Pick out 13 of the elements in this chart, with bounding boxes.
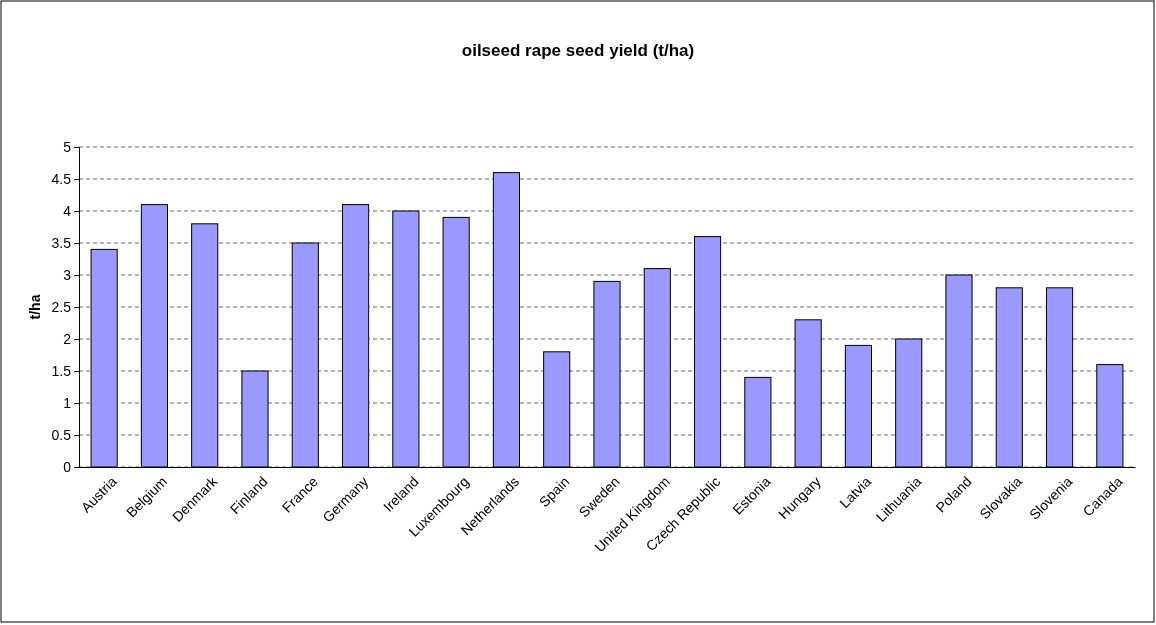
y-tick-label: 1: [63, 394, 72, 411]
y-tick-label: 0: [63, 458, 72, 475]
chart-title: oilseed rape seed yield (t/ha): [461, 41, 695, 60]
y-tick-label: 1.5: [51, 362, 72, 379]
y-axis-title: t/ha: [27, 294, 43, 320]
y-tick-label: 5: [63, 138, 72, 155]
y-tick-label: 2.5: [51, 298, 72, 315]
y-tick-label: 3: [63, 266, 72, 283]
y-tick-label: 0.5: [51, 426, 72, 443]
y-tick-label: 2: [63, 330, 72, 347]
y-tick-label: 3.5: [51, 234, 72, 251]
y-tick-label: 4: [63, 202, 72, 219]
y-tick-label: 4.5: [51, 170, 72, 187]
